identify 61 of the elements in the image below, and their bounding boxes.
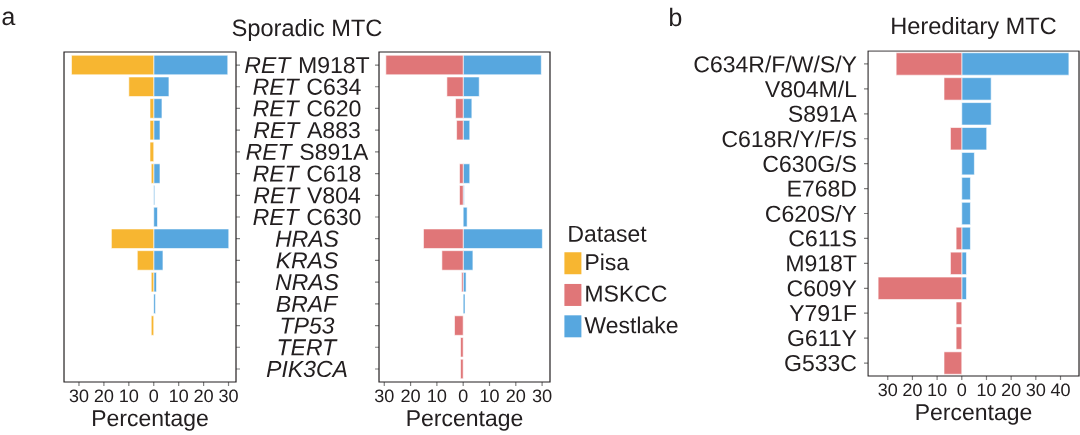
x-tick-label: 30	[374, 389, 394, 403]
y-tick-label: C630G/S	[763, 155, 856, 173]
y-tick-label: RET C620	[253, 100, 361, 117]
x-tick-label: 0	[458, 389, 468, 403]
x-tick-label: 30	[878, 383, 898, 397]
y-tick-label: KRAS	[276, 252, 339, 269]
x-tick-label: 30	[69, 389, 89, 403]
y-tick-label: Y791F	[789, 305, 856, 322]
y-tick-label: S891A	[788, 105, 857, 122]
legend-label: MSKCC	[586, 285, 667, 302]
x-tick-label: 10	[480, 389, 499, 403]
legend-label: Westlake	[584, 316, 678, 334]
y-tick-label: BRAF	[276, 295, 339, 312]
x-axis-title: Percentage	[93, 410, 208, 431]
y-tick-label: G611Y	[788, 329, 857, 347]
y-tick-label: RET C630	[253, 208, 361, 226]
y-tick-label: TP53	[281, 317, 335, 334]
y-tick-label: V804M/L	[764, 80, 857, 98]
x-tick-label: 10	[170, 389, 188, 403]
y-tick-label: HRAS	[275, 230, 339, 247]
x-tick-label: 30	[532, 389, 552, 403]
y-tick-label: RET V804	[253, 187, 361, 204]
x-tick-label: 20	[1002, 383, 1021, 397]
y-tick-label: C609Y	[787, 280, 857, 297]
y-tick-label: C634R/F/W/S/Y	[694, 55, 857, 73]
x-tick-label: 0	[957, 383, 967, 397]
y-tick-label: RET C618	[253, 165, 361, 182]
x-tick-label: 10	[428, 389, 447, 403]
x-axis-title: Percentage	[407, 410, 523, 431]
y-tick-label: RET S891A	[246, 143, 369, 161]
x-tick-label: 20	[94, 389, 114, 403]
y-tick-label: NRAS	[275, 273, 339, 291]
x-tick-label: 10	[928, 383, 947, 397]
chart-title: Hereditary MTC	[892, 16, 1056, 39]
y-tick-label: M918T	[787, 255, 857, 272]
x-tick-label: 40	[1050, 383, 1070, 397]
y-tick-label: RET A883	[253, 122, 360, 139]
text: b	[670, 7, 682, 27]
y-tick-label: C618R/Y/F/S	[722, 130, 856, 148]
x-tick-label: 20	[903, 383, 922, 397]
y-tick-label: RET M918T	[245, 56, 370, 74]
x-tick-label: 20	[401, 389, 420, 403]
y-tick-label: C611S	[789, 230, 856, 247]
x-tick-label: 10	[977, 383, 996, 397]
x-tick-label: 20	[506, 389, 526, 403]
y-tick-label: TERT	[278, 339, 338, 356]
legend-label: Pisa	[586, 253, 630, 271]
x-tick-label: 30	[219, 389, 238, 403]
y-tick-label: PIK3CA	[266, 360, 347, 378]
x-tick-label: 30	[1026, 383, 1046, 397]
x-tick-label: 0	[149, 389, 159, 403]
y-tick-label: G533C	[785, 354, 857, 372]
y-tick-label: C620S/Y	[766, 205, 857, 222]
text: a	[2, 11, 16, 26]
x-tick-label: 10	[120, 389, 139, 403]
y-tick-label: RET C634	[253, 78, 361, 95]
legend-title: Dataset	[569, 225, 647, 242]
x-tick-label: 20	[194, 389, 213, 403]
text: Sporadic MTC	[232, 18, 382, 41]
y-tick-label: E768D	[788, 180, 856, 197]
x-axis-title: Percentage	[916, 404, 1032, 425]
